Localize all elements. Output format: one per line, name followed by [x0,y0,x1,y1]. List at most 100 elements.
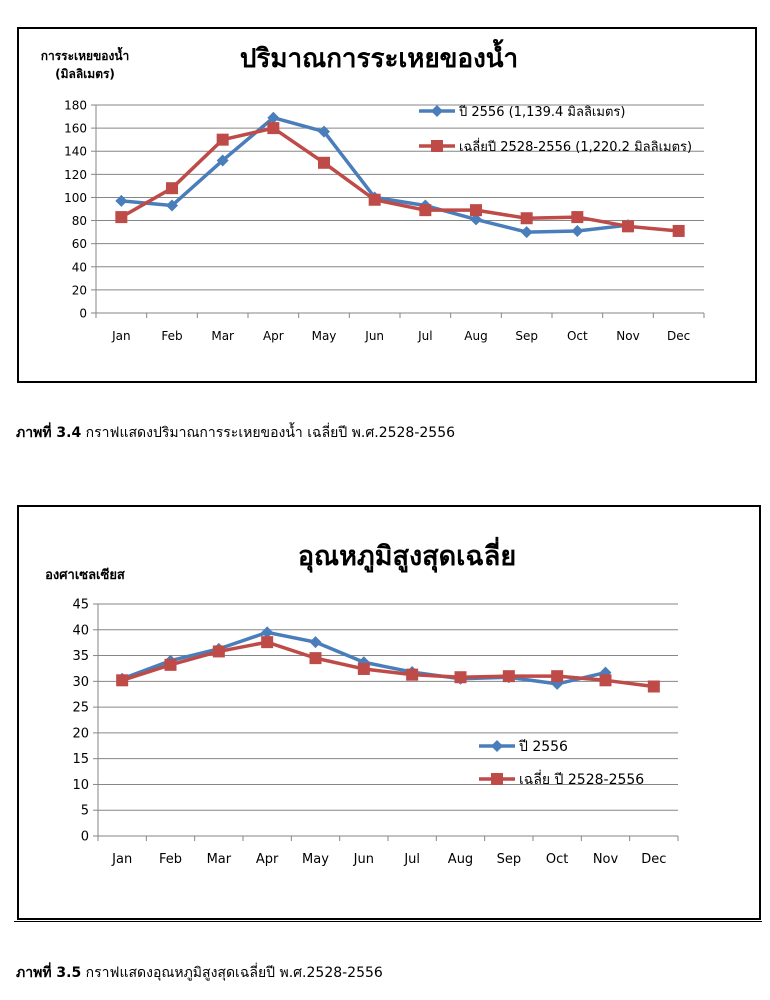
x-tick-label: Jul [403,852,420,867]
x-tick-label: Mar [211,329,234,343]
data-point-square [216,133,229,146]
x-tick-label: Jan [111,852,132,867]
y-tick-label: 0 [81,830,89,845]
x-tick-label: Aug [464,329,487,343]
data-point-square [406,668,419,681]
y-tick-label: 40 [72,260,87,274]
data-point-square [116,674,129,687]
figure-caption-3-5: ภาพที่ 3.5 กราฟแสดงอุณหภูมิสูงสุดเฉลี่ยป… [16,962,383,984]
max-temperature-chart-svg: อุณหภูมิสูงสุดเฉลี่ย องศาเซลเซียส 0 5 10 15… [45,536,679,867]
evaporation-chart-svg: ปริมาณการระเหยของน้ำ การระเหยของน้ำ (มิล… [41,38,705,343]
caption-text: กราฟแสดงอุณหภูมิสูงสุดเฉลี่ยปี พ.ศ.2528-… [81,965,383,981]
x-tick-label: Oct [567,329,588,343]
x-tick-label: Apr [256,852,279,867]
y-tick-label: 10 [72,778,89,793]
data-point-square [520,212,533,225]
x-tick-label: Feb [159,852,182,867]
y-tick-label: 20 [72,726,89,741]
y-tick-label: 20 [72,283,87,297]
series-line-2 [121,640,655,689]
data-point-square [357,662,370,675]
y-tick-label: 15 [72,752,89,767]
max-temperature-chart: อุณหภูมิสูงสุดเฉลี่ย องศาเซลเซียส 0 5 10 15… [17,505,761,920]
figure-caption-3-4: ภาพที่ 3.4 กราฟแสดงปริมาณการระเหยของน้ำ … [16,422,455,444]
data-point-diamond [318,125,330,138]
x-tick-label: Apr [263,329,284,343]
data-point-square [502,670,515,683]
series-line-1 [121,115,629,234]
x-tick-label: Jun [353,852,374,867]
legend-entry: ปี 2556 (1,139.4 มิลลิเมตร) [458,104,625,120]
y-tick-label: 80 [72,214,87,228]
data-point-square [368,193,381,206]
data-point-square [318,156,330,169]
y-axis-label: องศาเซลเซียส [45,567,125,583]
legend-entry: เฉลี่ย ปี 2528-2556 [519,770,644,788]
caption-text: กราฟแสดงปริมาณการระเหยของน้ำ เฉลี่ยปี พ.… [81,425,456,441]
data-point-diamond [166,199,178,212]
data-point-diamond [309,636,322,649]
data-point-square [470,204,482,217]
x-tick-label: Jul [417,329,432,343]
data-point-square [261,636,274,649]
x-tick-label: Aug [448,852,473,867]
x-tick-label: Feb [161,329,182,343]
y-tick-label: 45 [72,598,89,613]
x-tick-label: May [302,852,329,867]
data-point-square [672,224,685,237]
data-point-square [622,220,634,233]
x-tick-label: May [312,329,337,343]
data-point-diamond [115,194,128,207]
legend-marker-square [431,140,443,152]
legend-marker-square [491,773,503,785]
data-point-square [454,671,467,684]
data-point-square [115,211,128,224]
y-tick-label: 100 [64,191,87,205]
data-point-square [267,122,280,135]
legend-marker-diamond [431,105,443,117]
caption-label: ภาพที่ 3.5 [16,965,82,981]
data-point-diamond [520,226,533,239]
y-tick-label: 140 [64,145,87,159]
x-tick-label: Jan [111,329,131,343]
y-tick-label: 60 [72,237,87,251]
x-tick-label: Mar [207,852,232,867]
data-point-square [164,658,177,671]
x-tick-label: Sep [515,329,538,343]
y-tick-label: 120 [64,168,87,182]
caption-label: ภาพที่ 3.4 [16,425,82,441]
y-tick-label: 5 [81,804,89,819]
y-tick-label: 25 [72,701,89,716]
data-point-diamond [599,666,612,679]
y-axis-label: การระเหยของน้ำ [41,46,130,63]
x-tick-label: Dec [667,329,690,343]
legend-marker-diamond [491,740,503,752]
data-point-diamond [216,154,229,167]
data-point-square [647,680,660,693]
data-point-square [419,204,432,217]
data-point-square [571,211,584,224]
y-tick-label: 160 [64,122,87,136]
x-tick-label: Nov [616,329,639,343]
chart-title: อุณหภูมิสูงสุดเฉลี่ย [298,536,516,573]
series-line-2 [120,126,679,233]
y-tick-label: 180 [64,99,87,113]
y-tick-label: 40 [72,623,89,638]
y-tick-label: 30 [72,675,89,690]
x-tick-label: Dec [641,852,666,867]
x-tick-label: Oct [546,852,568,867]
data-point-square [599,674,612,687]
y-axis-unit-label: (มิลลิเมตร) [55,67,115,81]
data-point-diamond [267,111,280,124]
legend-entry: เฉลี่ยปี 2528-2556 (1,220.2 มิลลิเมตร) [459,138,692,155]
x-tick-label: Sep [497,852,522,867]
x-tick-label: Nov [593,852,619,867]
data-point-diamond [470,213,482,226]
divider-line [14,921,762,922]
data-point-square [309,652,322,665]
data-point-diamond [357,656,370,669]
y-tick-label: 0 [79,307,87,321]
chart-title: ปริมาณการระเหยของน้ำ [240,38,518,74]
evaporation-chart: ปริมาณการระเหยของน้ำ การระเหยของน้ำ (มิล… [17,27,757,383]
data-point-square [551,670,564,683]
